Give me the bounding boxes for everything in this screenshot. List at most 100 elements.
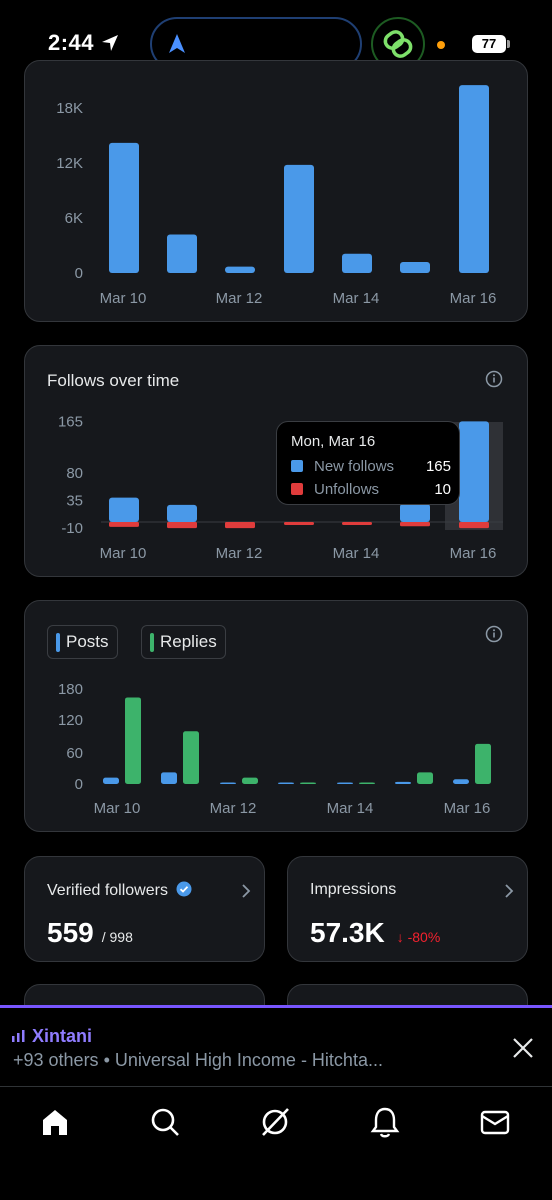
y-tick-label: 6K — [65, 210, 83, 227]
posts-bar — [395, 781, 411, 784]
spaces-bar[interactable]: Xintani +93 others • Universal High Inco… — [0, 1008, 552, 1086]
unfollows-swatch — [291, 483, 303, 495]
impressions-card[interactable]: Impressions 57.3K ↓ -80% — [287, 856, 528, 962]
unfollows-bar — [109, 522, 139, 527]
replies-bar — [125, 697, 141, 784]
x-tick-label: Mar 16 — [450, 290, 497, 307]
replies-bar — [359, 782, 375, 784]
x-tick-label: Mar 12 — [216, 545, 263, 562]
spaces-subtitle: +93 others • Universal High Income - Hit… — [13, 1050, 383, 1070]
home-icon[interactable] — [37, 1104, 73, 1140]
follows-bar-chart[interactable]: -10 35 80 165 Mar 10 Mar 12 Mar 14 Mar 16 — [25, 346, 528, 577]
y-tick-label: 35 — [66, 493, 83, 510]
impressions-bar — [459, 85, 489, 273]
messages-icon[interactable] — [477, 1104, 513, 1140]
verified-followers-label: Verified followers — [47, 881, 192, 900]
y-tick-label: 0 — [75, 265, 83, 282]
total-followers: / 998 — [101, 929, 133, 945]
tooltip-row-unfollows: Unfollows 10 — [291, 481, 451, 498]
follows-chart-title: Follows over time — [47, 371, 180, 390]
x-tick-label: Mar 12 — [216, 290, 263, 307]
legend-replies[interactable]: Replies — [141, 625, 226, 659]
x-tick-label: Mar 14 — [333, 545, 380, 562]
privacy-indicator-dot — [437, 41, 445, 49]
legend-label: Replies — [160, 632, 217, 651]
battery-indicator: 77 — [472, 35, 506, 53]
replies-bar — [183, 731, 199, 784]
new-follows-bar — [167, 504, 197, 522]
impressions-bar — [167, 234, 197, 273]
link-icon — [383, 30, 413, 58]
chevron-right-icon — [505, 884, 514, 898]
tooltip-label: New follows — [314, 458, 395, 475]
y-tick-label: -10 — [61, 520, 83, 537]
notifications-icon[interactable] — [367, 1104, 403, 1140]
replies-bar — [300, 782, 316, 784]
posts-bar — [161, 772, 177, 784]
y-tick-label: 180 — [58, 681, 83, 698]
new-follows-bar — [109, 497, 139, 522]
y-tick-label: 80 — [66, 465, 83, 482]
legend-label: Posts — [66, 632, 109, 651]
posts-bar — [220, 782, 236, 784]
replies-bar — [417, 772, 433, 784]
battery-nub — [507, 40, 510, 48]
verified-followers-value: 559/ 998 — [47, 917, 133, 948]
impressions-bar — [225, 266, 255, 273]
chart-tooltip: Mon, Mar 16 New follows 165 Unfollows 10 — [276, 421, 460, 505]
unfollows-bar — [459, 522, 489, 529]
unfollows-bar — [284, 522, 314, 525]
impressions-change: ↓ -80% — [396, 929, 441, 945]
info-icon[interactable] — [485, 625, 503, 643]
posts-bar — [103, 777, 119, 784]
impressions-bar-chart[interactable]: 0 6K 12K 18K Mar 10 Mar 12 Mar 14 Mar 16 — [25, 61, 528, 322]
replies-bar — [475, 743, 491, 784]
x-tick-label: Mar 10 — [100, 290, 147, 307]
posts-bar — [453, 779, 469, 784]
grok-icon[interactable] — [257, 1104, 293, 1140]
x-tick-label: Mar 16 — [444, 800, 491, 817]
unfollows-bar — [342, 522, 372, 526]
location-arrow-icon — [102, 35, 118, 51]
tooltip-date: Mon, Mar 16 — [291, 433, 376, 450]
impressions-bar — [284, 164, 314, 273]
x-tick-label: Mar 10 — [100, 545, 147, 562]
replies-bar — [242, 777, 258, 784]
y-tick-label: 12K — [56, 155, 83, 172]
bottom-tab-bar — [0, 1086, 552, 1200]
y-tick-label: 0 — [75, 776, 83, 793]
posts-replies-bar-chart[interactable]: 0 60 120 180 Mar 10 Mar 12 Mar 14 Mar 16 — [25, 601, 528, 832]
verified-followers-card[interactable]: Verified followers 559/ 998 — [24, 856, 265, 962]
info-icon[interactable] — [485, 370, 503, 388]
follows-over-time-card: Follows over time -10 35 80 165 Mar 10 Mar 12… — [24, 345, 528, 577]
close-icon[interactable] — [512, 1037, 534, 1059]
x-tick-label: Mar 10 — [94, 800, 141, 817]
impressions-bar — [342, 253, 372, 273]
tooltip-value: 165 — [425, 458, 451, 475]
verified-badge-icon — [176, 881, 192, 897]
spaces-progress-line — [0, 1005, 552, 1008]
impressions-value: 57.3K ↓ -80% — [310, 917, 441, 948]
posts-bar — [278, 782, 294, 784]
x-tick-label: Mar 12 — [210, 800, 257, 817]
navigation-arrow-icon — [169, 34, 185, 53]
impressions-bar — [400, 262, 430, 273]
y-tick-label: 60 — [66, 745, 83, 762]
search-icon[interactable] — [147, 1104, 183, 1140]
unfollows-bar — [167, 522, 197, 529]
impressions-label: Impressions — [310, 881, 397, 898]
tooltip-value: 10 — [434, 481, 451, 498]
posts-bar — [337, 782, 353, 784]
audio-wave-icon — [12, 1030, 25, 1042]
new-follows-bar — [400, 503, 430, 522]
chevron-right-icon — [242, 884, 251, 898]
impressions-chart-card: 0 6K 12K 18K Mar 10 Mar 12 Mar 14 Mar 16 — [24, 60, 528, 322]
y-tick-label: 165 — [58, 413, 83, 430]
legend-posts[interactable]: Posts — [47, 625, 118, 659]
unfollows-bar — [225, 522, 255, 529]
y-tick-label: 120 — [58, 712, 83, 729]
unfollows-bar — [400, 522, 430, 527]
spaces-host-name: Xintani — [32, 1026, 93, 1046]
status-time: 2:44 — [48, 30, 95, 55]
x-tick-label: Mar 14 — [327, 800, 374, 817]
